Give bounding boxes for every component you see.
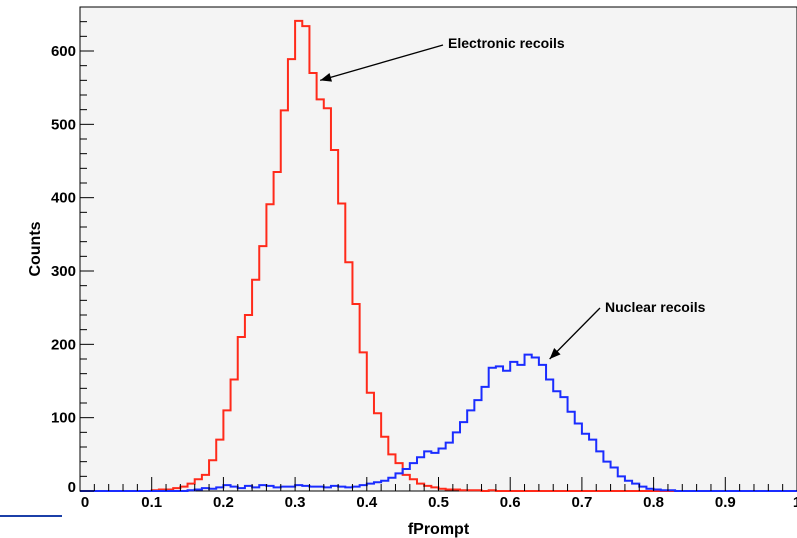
annotation-arrow-head — [320, 72, 333, 82]
x-tick-label: 1 — [793, 494, 797, 511]
x-tick-label: 0.1 — [141, 494, 162, 511]
y-tick-label: 400 — [51, 190, 76, 207]
annotation-arrow-line — [549, 307, 601, 360]
x-tick-label: 0.7 — [571, 494, 592, 511]
x-tick-label: 0.5 — [428, 494, 449, 511]
x-tick-label: 0.4 — [356, 494, 378, 511]
x-tick-label: 0.6 — [500, 494, 521, 511]
y-tick-label: 0 — [68, 479, 76, 496]
y-tick-label: 300 — [51, 263, 76, 280]
y-tick-label: 600 — [51, 43, 76, 60]
y-tick-label: 100 — [51, 410, 76, 427]
x-axis-title: fPrompt — [408, 521, 470, 538]
y-tick-label: 500 — [51, 116, 76, 133]
series-nuclear-recoils — [80, 353, 797, 492]
y-tick-label: 200 — [51, 336, 76, 353]
annotation-electronic-recoils: Electronic recoils — [448, 35, 565, 51]
x-tick-label: 0.2 — [213, 494, 234, 511]
annotation-arrow-line — [320, 44, 444, 81]
x-tick-label: 0.8 — [643, 494, 664, 511]
plot-frame — [79, 6, 797, 492]
annotation-nuclear-recoils: Nuclear recoils — [605, 299, 706, 315]
series-electronic-recoils — [80, 19, 797, 492]
x-tick-label: 0.3 — [285, 494, 306, 511]
x-tick-label: 0 — [81, 494, 89, 511]
x-tick-label: 0.9 — [715, 494, 736, 511]
annotation-arrow-head — [549, 348, 561, 359]
y-axis-title: Counts — [27, 221, 44, 276]
